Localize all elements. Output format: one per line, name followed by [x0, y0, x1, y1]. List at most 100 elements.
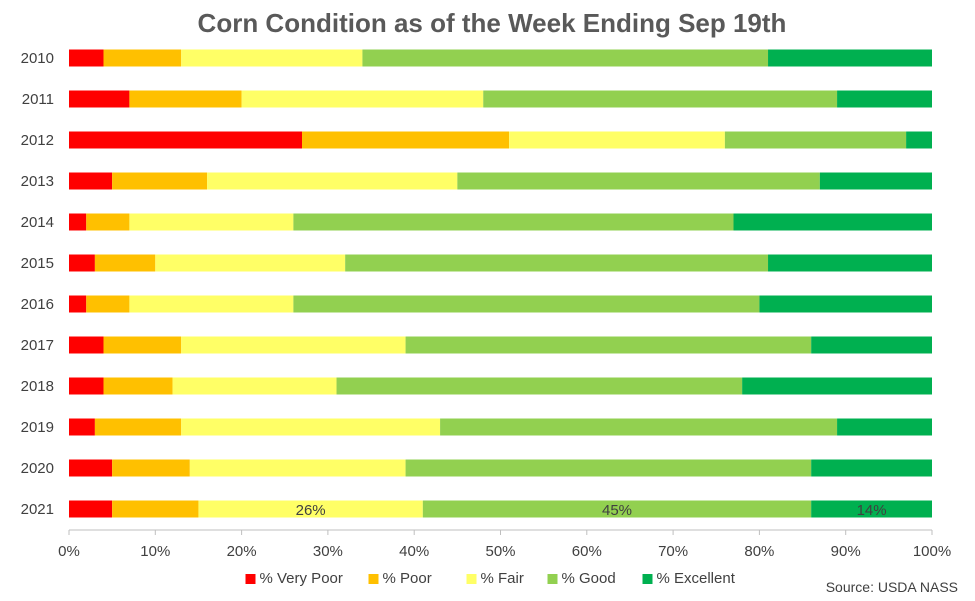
- bar-2018-excellent: [742, 377, 932, 395]
- category-label-2020: 2020: [21, 460, 54, 477]
- category-label-2018: 2018: [21, 378, 54, 395]
- legend-label-excellent: % Excellent: [657, 570, 736, 587]
- bar-2017-good: [405, 336, 812, 354]
- bar-2017-excellent: [811, 336, 932, 354]
- bar-2019-poor: [94, 418, 182, 436]
- data-label-2021-excellent: 14%: [857, 502, 887, 519]
- bar-2010-poor: [103, 49, 182, 67]
- x-tick-label: 10%: [140, 543, 170, 560]
- source-note: Source: USDA NASS: [826, 579, 958, 595]
- x-tick-label: 40%: [399, 543, 429, 560]
- x-tick-label: 80%: [744, 543, 774, 560]
- bar-2012-very-poor: [69, 131, 303, 149]
- bar-2018-poor: [103, 377, 173, 395]
- bar-2014-fair: [129, 213, 294, 231]
- bar-2014-good: [293, 213, 734, 231]
- bar-2016-fair: [129, 295, 294, 313]
- bar-2013-very-poor: [69, 172, 113, 190]
- category-label-2010: 2010: [21, 50, 54, 67]
- x-tick-label: 70%: [658, 543, 688, 560]
- bar-2019-very-poor: [69, 418, 95, 436]
- x-tick-label: 0%: [58, 543, 80, 560]
- bar-2011-good: [483, 90, 838, 108]
- bar-2014-excellent: [733, 213, 932, 231]
- bar-2016-poor: [86, 295, 130, 313]
- bar-2021-poor: [112, 500, 199, 518]
- bar-2021-very-poor: [69, 500, 113, 518]
- bar-2015-fair: [155, 254, 346, 272]
- bar-2018-fair: [172, 377, 337, 395]
- category-label-2011: 2011: [22, 91, 54, 108]
- bar-2016-excellent: [759, 295, 932, 313]
- bar-2010-good: [362, 49, 769, 67]
- x-tick-label: 90%: [831, 543, 861, 560]
- category-label-2012: 2012: [21, 132, 54, 149]
- data-label-2021-good: 45%: [602, 502, 632, 519]
- bar-2021-fair: [198, 500, 423, 518]
- category-label-2016: 2016: [21, 296, 54, 313]
- bar-2011-excellent: [837, 90, 932, 108]
- legend-swatch-poor: [368, 574, 379, 584]
- bar-2017-poor: [103, 336, 182, 354]
- bar-2016-good: [293, 295, 760, 313]
- legend-label-fair: % Fair: [481, 570, 524, 587]
- category-label-2013: 2013: [21, 173, 54, 190]
- bar-2012-poor: [302, 131, 510, 149]
- bar-2015-good: [345, 254, 769, 272]
- bar-2017-very-poor: [69, 336, 104, 354]
- bar-2012-excellent: [906, 131, 932, 149]
- bar-2021-good: [422, 500, 812, 518]
- bar-2013-excellent: [819, 172, 932, 190]
- x-tick-label: 20%: [227, 543, 257, 560]
- bar-2010-very-poor: [69, 49, 104, 67]
- bar-2015-excellent: [768, 254, 932, 272]
- bar-2010-excellent: [768, 49, 932, 67]
- data-label-2021-fair: 26%: [296, 502, 326, 519]
- legend-swatch-good: [547, 574, 558, 584]
- category-label-2014: 2014: [21, 214, 54, 231]
- bar-2011-poor: [129, 90, 242, 108]
- bar-2015-poor: [94, 254, 156, 272]
- legend-swatch-very-poor: [245, 574, 256, 584]
- y-axis-categories: 2010 2011 2012 2013 2014 2015 2016 2017 2018 2019…: [21, 50, 54, 518]
- bar-2015-very-poor: [69, 254, 95, 272]
- bar-2020-good: [405, 459, 812, 477]
- bar-2014-very-poor: [69, 213, 87, 231]
- bar-2019-fair: [181, 418, 441, 436]
- bar-2011-fair: [241, 90, 484, 108]
- bar-2019-excellent: [837, 418, 932, 436]
- bar-2018-very-poor: [69, 377, 104, 395]
- data-labels: 26% 45% 14%: [296, 502, 887, 519]
- category-label-2017: 2017: [21, 337, 54, 354]
- bar-2020-fair: [189, 459, 406, 477]
- x-tick-label: 60%: [572, 543, 602, 560]
- bars-group: [69, 49, 932, 518]
- bar-2013-poor: [112, 172, 208, 190]
- bar-2020-very-poor: [69, 459, 113, 477]
- bar-2020-excellent: [811, 459, 932, 477]
- legend-swatch-fair: [466, 574, 477, 584]
- legend-swatch-excellent: [642, 574, 653, 584]
- bar-2012-good: [724, 131, 907, 149]
- category-label-2019: 2019: [21, 419, 54, 436]
- x-axis: 0% 10% 20% 30% 40% 50% 60% 70% 80% 90% 100%: [58, 529, 951, 560]
- legend-label-good: % Good: [562, 570, 616, 587]
- x-tick-label: 100%: [913, 543, 951, 560]
- bar-2013-good: [457, 172, 820, 190]
- bar-2010-fair: [181, 49, 363, 67]
- bar-2012-fair: [509, 131, 725, 149]
- legend: % Very Poor % Poor % Fair % Good % Excellent: [245, 570, 736, 587]
- chart-title: Corn Condition as of the Week Ending Sep…: [198, 8, 787, 38]
- legend-label-poor: % Poor: [383, 570, 432, 587]
- legend-label-very-poor: % Very Poor: [260, 570, 343, 587]
- bar-2013-fair: [207, 172, 458, 190]
- bar-2021-excellent: [811, 500, 932, 518]
- x-tick-label: 30%: [313, 543, 343, 560]
- bar-2016-very-poor: [69, 295, 87, 313]
- bar-2018-good: [336, 377, 743, 395]
- bar-2020-poor: [112, 459, 190, 477]
- bar-2014-poor: [86, 213, 130, 231]
- category-label-2021: 2021: [21, 501, 54, 518]
